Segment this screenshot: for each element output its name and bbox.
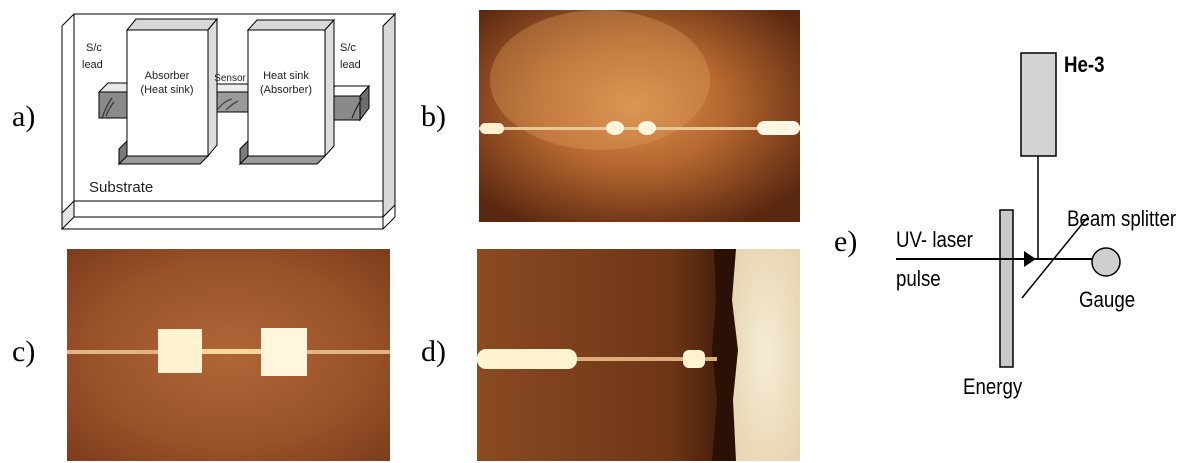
micrograph-b [479, 10, 800, 222]
micrograph-b-film-1 [480, 123, 504, 134]
micrograph-c [67, 249, 390, 461]
panel-label-d: d) [421, 335, 446, 368]
micrograph-d-substrate-edge [732, 249, 800, 461]
laser-label-2: pulse [896, 268, 941, 292]
micrograph-c-pad-1 [158, 329, 202, 373]
energy-meter [999, 209, 1014, 368]
laser-arrow [1024, 251, 1036, 267]
gauge-label: Gauge [1079, 289, 1135, 313]
micrograph-b-film-4 [757, 121, 800, 135]
beam-splitter-label: Beam splitter [1067, 208, 1176, 232]
panel-label-e: e) [834, 225, 858, 258]
absorber-label-2: (Heat sink) [140, 84, 193, 96]
micrograph-d-edge [712, 249, 738, 461]
panel-label-a: a) [12, 100, 36, 133]
laser-label-1: UV- laser [896, 229, 973, 253]
gauge [1091, 247, 1121, 277]
right-lead-label-1: S/c [340, 42, 356, 54]
absorber-label-1: Absorber [145, 70, 190, 82]
panel-label-c: c) [12, 335, 36, 368]
he3-cryostat [1020, 52, 1057, 157]
heat-sink-label-1: Heat sink [263, 70, 309, 82]
micrograph-d-film-2 [683, 350, 705, 368]
he3-label: He-3 [1064, 54, 1105, 78]
heat-sink-label-2: (Absorber) [260, 84, 312, 96]
left-lead-label-1: S/c [86, 42, 102, 54]
left-lead-label-2: lead [82, 59, 103, 71]
micrograph-d-film-1 [477, 349, 577, 369]
beam-splitter [1021, 217, 1088, 299]
micrograph-b-film-3 [638, 121, 656, 135]
panel-label-b: b) [421, 100, 446, 133]
substrate-label: Substrate [89, 179, 153, 196]
micrograph-c-pad-2 [261, 328, 307, 376]
right-lead-label-2: lead [340, 59, 361, 71]
micrograph-d-wire [477, 357, 717, 361]
micrograph-b-film-2 [606, 121, 624, 135]
energy-label: Energy [963, 376, 1023, 400]
sensor-label: Sensor [214, 73, 246, 84]
